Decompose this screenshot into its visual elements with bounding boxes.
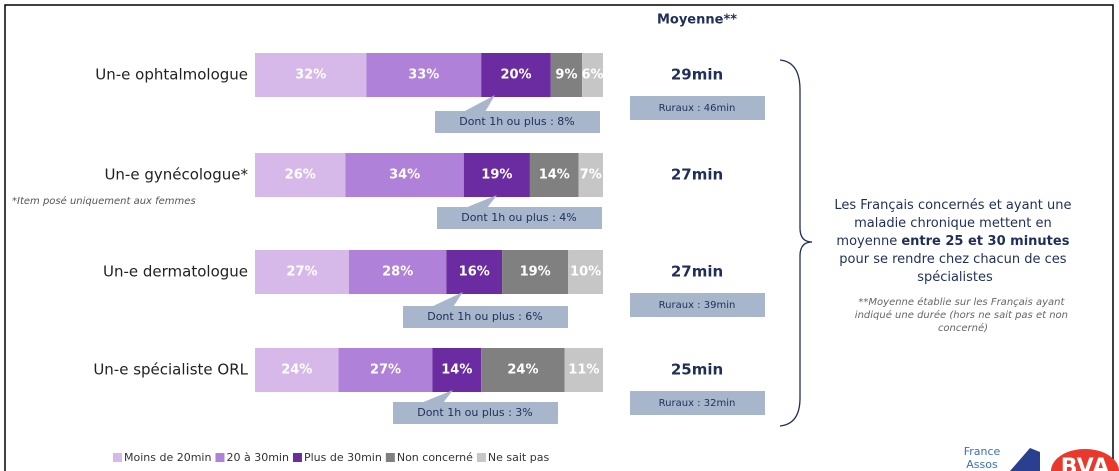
callout-box <box>435 111 600 133</box>
bar-segment <box>255 153 346 197</box>
average: 29min <box>671 66 723 84</box>
callout-box <box>403 306 568 328</box>
value-label: 10% <box>570 265 601 280</box>
average: 27min <box>671 166 723 184</box>
legend-swatch <box>113 453 122 462</box>
value-label: 16% <box>459 265 490 280</box>
legend-label: 20 à 30min <box>226 451 288 464</box>
footnote-line: indiqué une durée (hors ne sait pas et n… <box>855 309 1068 321</box>
bar-segment <box>529 153 579 197</box>
value-label: 6% <box>582 68 604 83</box>
rural-label: Ruraux : 46min <box>659 103 736 114</box>
callout-pointer <box>431 292 463 307</box>
value-label: 34% <box>389 168 420 183</box>
bar-segment <box>463 153 530 197</box>
callout-label: Dont 1h ou plus : 6% <box>427 310 543 323</box>
bar-segment <box>338 348 433 392</box>
value-label: 33% <box>408 68 439 83</box>
callout-box <box>393 402 558 424</box>
bar-segment <box>446 250 503 294</box>
bar-segment <box>481 53 551 97</box>
value-label: 27% <box>370 363 401 378</box>
bar-segment <box>345 153 464 197</box>
logo-text: BVA <box>1061 455 1109 471</box>
bar-segment <box>550 53 583 97</box>
footnote-line: **Moyenne établie sur les Français ayant <box>858 296 1065 308</box>
logo-text: France <box>964 445 1001 458</box>
rural-box <box>630 96 765 120</box>
summary: Les Français concernés et ayant une mala… <box>834 198 1075 285</box>
average-header: Moyenne** <box>657 13 737 28</box>
legend-swatch <box>215 453 225 462</box>
summary-text: moyenne <box>836 234 901 249</box>
average: 27min <box>671 263 723 281</box>
legend-swatch <box>292 453 302 462</box>
bar-segment <box>582 53 603 97</box>
value-label: 28% <box>382 265 413 280</box>
logo-shape <box>1010 448 1040 471</box>
rural-box <box>630 293 765 317</box>
summary-line: moyenne entre 25 et 30 minutes <box>836 234 1069 249</box>
legend-swatch <box>385 453 395 462</box>
summary-line: Les Français concernés et ayant une <box>834 198 1071 213</box>
bar-segment <box>432 348 482 392</box>
category-label: Un-e dermatologue <box>103 263 248 281</box>
callout-pointer <box>421 390 453 403</box>
category-label: Un-e ophtalmologue <box>95 66 248 84</box>
value-label: 26% <box>285 168 316 183</box>
value-label: 32% <box>295 68 326 83</box>
summary-line: maladie chronique mettent en <box>854 216 1052 231</box>
value-label: 11% <box>568 363 599 378</box>
value-label: 24% <box>281 363 312 378</box>
summary-line: spécialistes <box>917 270 993 285</box>
logo-ellipse <box>1051 449 1119 471</box>
bar-segment <box>568 250 603 294</box>
category-label: Un-e gynécologue* <box>104 166 248 184</box>
rural-label: Ruraux : 32min <box>659 398 736 409</box>
bar-segment <box>481 348 565 392</box>
callout-label: Dont 1h ou plus : 8% <box>459 115 575 128</box>
legend-label: Ne sait pas <box>488 451 550 464</box>
callout-label: Dont 1h ou plus : 3% <box>417 406 533 419</box>
bar-segment <box>348 250 447 294</box>
bar-segment <box>255 250 349 294</box>
logo-text: Assos <box>966 458 998 471</box>
value-label: 14% <box>539 168 570 183</box>
frame <box>4 4 1114 471</box>
average: 25min <box>671 361 723 379</box>
bar-segment <box>255 348 339 392</box>
value-label: 19% <box>481 168 512 183</box>
callout-pointer <box>465 195 497 208</box>
value-label: 14% <box>441 363 472 378</box>
bar-segment <box>578 153 603 197</box>
bar-segment <box>366 53 482 97</box>
bar-segment <box>502 250 569 294</box>
summary-bold: entre 25 et 30 minutes <box>901 234 1069 249</box>
legend-label: Non concerné <box>397 451 473 464</box>
rural-label: Ruraux : 39min <box>659 300 736 311</box>
rural-box <box>630 391 765 415</box>
summary-line: pour se rendre chez chacun de ces <box>839 252 1067 267</box>
callout-pointer <box>463 95 495 112</box>
category-label: Un-e spécialiste ORL <box>93 361 248 379</box>
callout-label: Dont 1h ou plus : 4% <box>461 211 577 224</box>
callout-box <box>437 207 602 229</box>
value-label: 20% <box>500 68 531 83</box>
footnote-line: concerné) <box>938 322 988 334</box>
brace <box>779 59 813 427</box>
legend-swatch <box>476 453 486 462</box>
value-label: 27% <box>286 265 317 280</box>
bar-segment <box>564 348 603 392</box>
legend-label: Plus de 30min <box>304 451 382 464</box>
footnote: **Moyenne établie sur les Français ayant… <box>855 296 1071 334</box>
bar-segment <box>255 53 367 97</box>
legend-label: Moins de 20min <box>124 451 211 464</box>
value-label: 9% <box>555 68 577 83</box>
value-label: 24% <box>507 363 538 378</box>
value-label: 7% <box>580 168 602 183</box>
note: *Item posé uniquement aux femmes <box>12 195 196 207</box>
value-label: 19% <box>520 265 551 280</box>
